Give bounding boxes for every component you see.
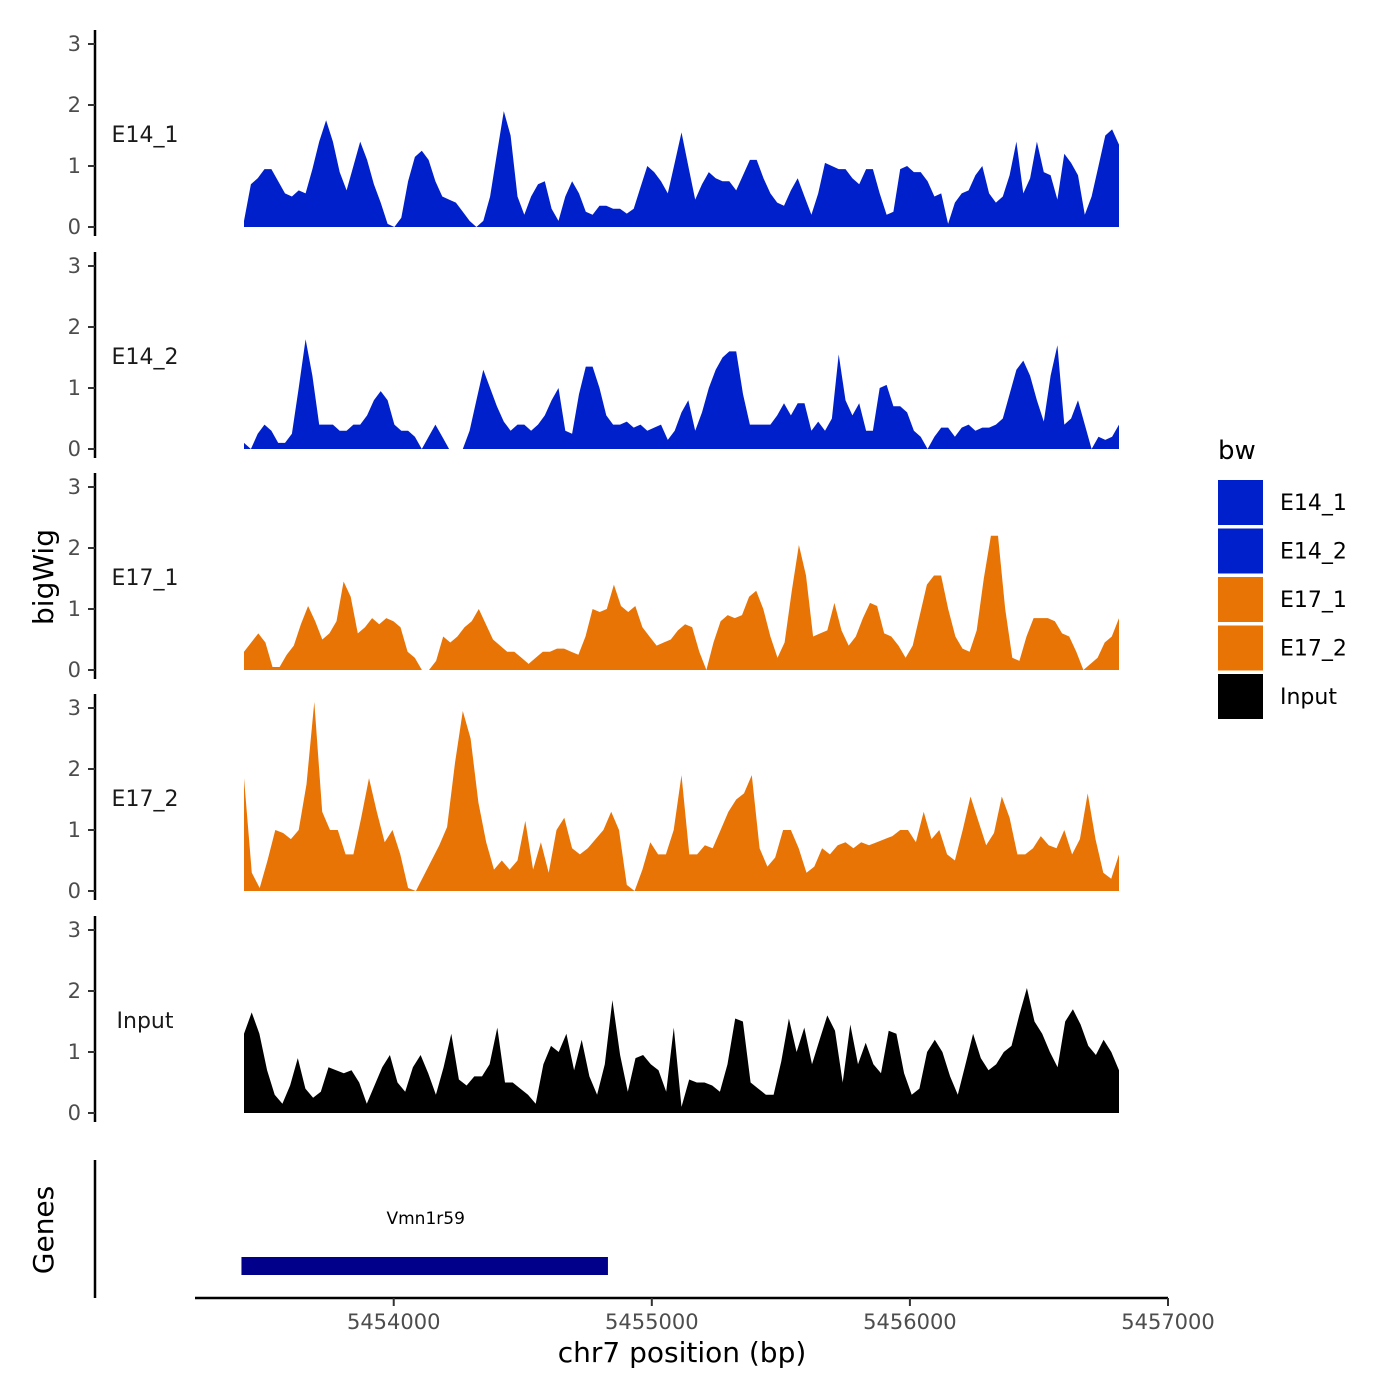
legend-label: E17_1 [1280,588,1347,613]
track-label: E14_1 [112,123,179,148]
legend: bw E14_1 E14_2 E17_1 E17_2 Input [1218,436,1347,719]
gene-vmn1r59 [241,1257,608,1275]
coverage-area-e17-2 [244,701,1119,891]
y-tick-label: 0 [68,658,81,682]
x-axis: 5454000 5455000 5456000 5457000 [195,1296,1215,1334]
legend-label: E14_2 [1280,540,1347,565]
y-tick-label: 1 [68,154,81,178]
y-tick-label: 3 [68,32,81,56]
legend-label: Input [1280,685,1337,710]
track-label: Input [117,1009,174,1034]
track-label: E17_2 [112,787,179,812]
y-tick-label: 2 [68,315,81,339]
y-axis-title: bigWig [27,529,60,625]
legend-swatch [1218,674,1263,719]
track-e17-2: 0 1 2 3 E17_2 [68,694,1119,903]
coverage-area-e14-1 [244,111,1119,227]
legend-label: E14_1 [1280,491,1347,516]
x-tick-label: 5457000 [1121,1310,1215,1334]
y-tick-label: 2 [68,536,81,560]
coverage-area-input [244,988,1119,1113]
track-e14-1: 0 1 2 3 E14_1 [68,30,1119,239]
y-tick-label: 1 [68,818,81,842]
bigwig-tracks: 0 1 2 3 E14_1 0 1 2 3 E14_2 0 1 2 3 E17_1 0 1 2 3 E17_2 0 1 2 3… [68,30,1119,1125]
legend-swatch [1218,577,1263,622]
y-tick-label: 3 [68,696,81,720]
y-tick-label: 0 [68,437,81,461]
y-tick-label: 1 [68,1040,81,1064]
coverage-area-e17-1 [244,535,1119,670]
y-tick-label: 3 [68,475,81,499]
y-tick-label: 1 [68,376,81,400]
genes-axis-title: Genes [27,1186,60,1274]
y-tick-label: 0 [68,879,81,903]
coverage-area-e14-2 [244,339,1119,449]
track-e14-2: 0 1 2 3 E14_2 [68,252,1119,461]
track-label: E14_2 [112,345,179,370]
y-tick-label: 1 [68,597,81,621]
gene-label: Vmn1r59 [386,1209,464,1229]
legend-swatch [1218,480,1263,525]
track-input: 0 1 2 3 Input [68,916,1119,1125]
genes-track: Vmn1r59 [93,1160,608,1298]
y-tick-label: 2 [68,757,81,781]
y-tick-label: 2 [68,979,81,1003]
legend-item-e14-1: E14_1 [1218,480,1347,525]
y-tick-label: 3 [68,918,81,942]
legend-label: E17_2 [1280,637,1347,662]
y-tick-label: 0 [68,215,81,239]
y-tick-label: 2 [68,93,81,117]
legend-item-e17-2: E17_2 [1218,625,1347,671]
x-tick-label: 5455000 [605,1310,699,1334]
x-tick-label: 5456000 [863,1310,957,1334]
legend-swatch [1218,528,1263,574]
track-label: E17_1 [112,566,179,591]
legend-item-e14-2: E14_2 [1218,528,1347,574]
y-tick-label: 3 [68,254,81,278]
x-axis-title: chr7 position (bp) [558,1336,807,1369]
legend-item-input: Input [1218,674,1337,719]
x-tick-label: 5454000 [347,1310,441,1334]
legend-swatch [1218,625,1263,671]
track-e17-1: 0 1 2 3 E17_1 [68,473,1119,682]
y-tick-label: 0 [68,1101,81,1125]
legend-title: bw [1218,436,1256,466]
legend-item-e17-1: E17_1 [1218,577,1347,622]
